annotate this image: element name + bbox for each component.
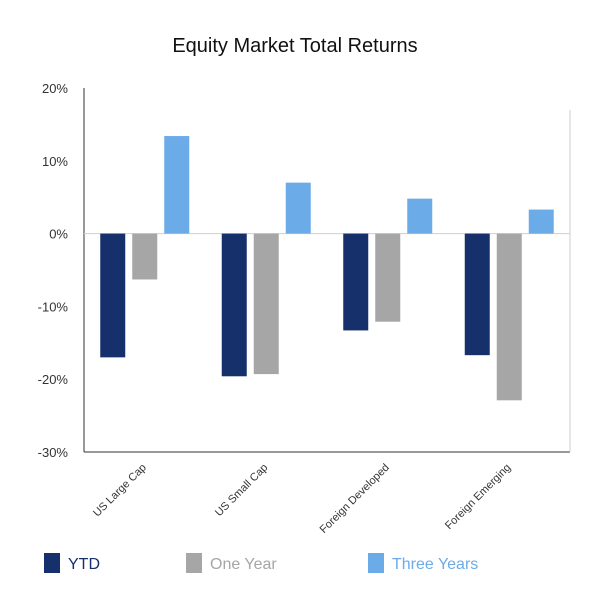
- legend-label: One Year: [210, 556, 277, 573]
- y-tick-label: -30%: [38, 445, 69, 460]
- bars: [100, 136, 554, 401]
- bar-ytd: [100, 233, 126, 358]
- x-axis-labels: US Large Cap US Small Cap Foreign Develope…: [91, 462, 513, 536]
- legend-swatch: [368, 553, 384, 573]
- y-tick-label: 10%: [42, 154, 68, 169]
- bar-one-year: [253, 233, 279, 375]
- bar-ytd: [464, 233, 490, 356]
- x-tick-label: Foreign Developed: [318, 462, 392, 536]
- x-tick-label: Foreign Emerging: [443, 462, 513, 532]
- legend: YTD One Year Three Years: [44, 553, 478, 573]
- y-tick-label: -20%: [38, 372, 69, 387]
- legend-label: Three Years: [392, 556, 478, 573]
- bar-ytd: [221, 233, 247, 377]
- x-tick-label: US Small Cap: [213, 462, 270, 519]
- legend-label: YTD: [68, 556, 100, 573]
- bar-ytd: [343, 233, 369, 331]
- legend-swatch: [44, 553, 60, 573]
- y-tick-label: -10%: [38, 299, 69, 314]
- bar-one-year: [496, 233, 522, 401]
- bar-one-year: [375, 233, 401, 322]
- y-axis-ticks: 20% 10% 0% -10% -20% -30%: [38, 81, 69, 460]
- chart-title: Equity Market Total Returns: [172, 35, 417, 57]
- bar-one-year: [132, 233, 158, 280]
- x-tick-label: US Large Cap: [91, 462, 149, 520]
- bar-three-years: [164, 136, 190, 234]
- y-tick-label: 0%: [49, 227, 68, 242]
- bar-three-years: [285, 182, 311, 234]
- legend-swatch: [186, 553, 202, 573]
- bar-three-years: [407, 198, 433, 234]
- y-tick-label: 20%: [42, 81, 68, 96]
- bar-three-years: [528, 209, 554, 234]
